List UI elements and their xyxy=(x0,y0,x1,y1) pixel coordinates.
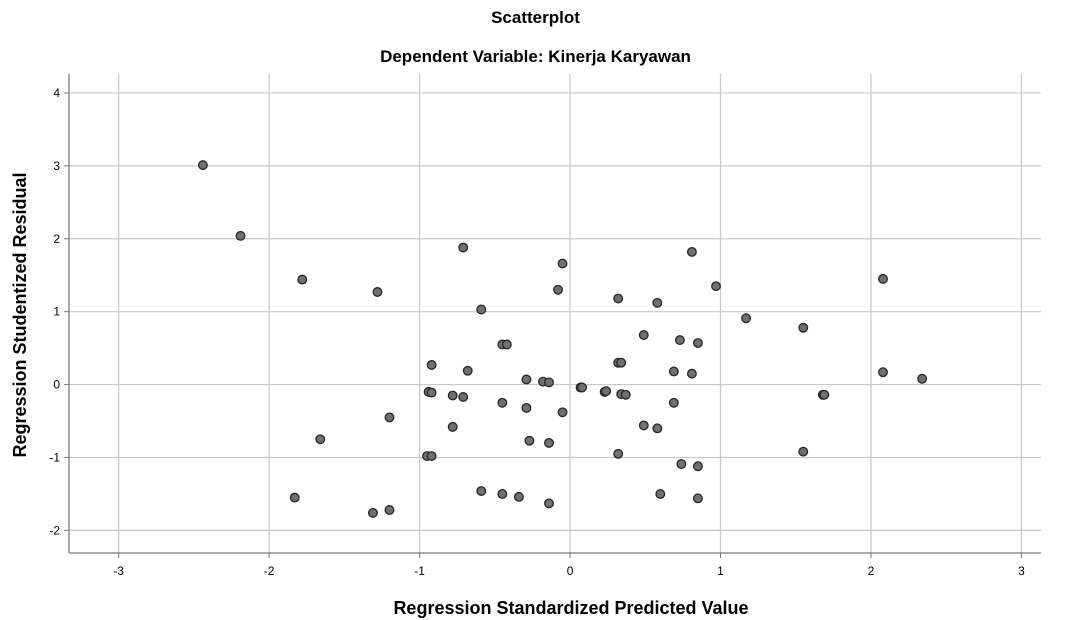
plot-axes xyxy=(64,74,1041,558)
data-point xyxy=(652,423,663,434)
y-tick-label: -1 xyxy=(49,450,60,464)
y-tick-label: 0 xyxy=(53,378,60,392)
x-axis-label: Regression Standardized Predicted Value xyxy=(393,598,748,618)
x-tick-label: 0 xyxy=(567,564,574,578)
data-point xyxy=(616,357,627,368)
data-point xyxy=(819,389,830,400)
data-point xyxy=(426,359,437,370)
data-point xyxy=(668,397,679,408)
data-point xyxy=(297,274,308,285)
y-tick-label: 1 xyxy=(53,305,60,319)
data-point xyxy=(655,488,666,499)
data-point xyxy=(798,446,809,457)
data-point xyxy=(557,407,568,418)
data-point xyxy=(553,284,563,295)
data-point xyxy=(521,374,532,385)
data-point xyxy=(447,390,458,401)
data-point xyxy=(513,491,524,502)
data-point xyxy=(620,389,631,400)
x-tick-label: -3 xyxy=(113,564,124,578)
data-point xyxy=(197,160,208,171)
data-point xyxy=(613,293,624,304)
data-point xyxy=(447,421,458,432)
data-point xyxy=(878,273,888,284)
data-point xyxy=(458,392,469,402)
data-point xyxy=(544,377,554,388)
chart-title: Scatterplot xyxy=(491,8,580,27)
data-point xyxy=(638,420,649,431)
data-point xyxy=(686,368,697,379)
x-tick-label: -1 xyxy=(414,564,425,578)
data-point xyxy=(524,435,535,446)
data-point xyxy=(521,402,532,413)
y-tick-label: 4 xyxy=(53,86,60,100)
data-point xyxy=(601,386,612,397)
x-tick-label: 2 xyxy=(868,564,875,578)
data-point xyxy=(501,339,512,350)
data-point xyxy=(638,330,649,340)
data-point xyxy=(497,488,508,499)
data-point xyxy=(426,451,437,461)
data-point xyxy=(917,373,928,384)
data-point xyxy=(544,498,554,509)
data-point xyxy=(235,230,246,241)
data-point xyxy=(476,486,487,496)
data-point xyxy=(577,382,588,393)
data-point xyxy=(557,258,568,269)
data-point xyxy=(613,448,624,459)
data-point xyxy=(544,437,554,448)
data-point xyxy=(367,507,378,518)
data-point xyxy=(497,397,508,408)
data-point xyxy=(686,246,697,257)
data-point xyxy=(384,505,395,515)
y-tick-label: 3 xyxy=(53,159,60,173)
data-point xyxy=(462,365,473,376)
x-tick-label: 1 xyxy=(717,564,724,578)
data-point xyxy=(692,461,703,472)
data-point xyxy=(798,322,809,333)
data-point xyxy=(372,287,383,297)
x-tick-label: 3 xyxy=(1018,564,1025,578)
data-point xyxy=(315,434,326,445)
data-point xyxy=(711,281,721,292)
x-tick-label: -2 xyxy=(264,564,275,578)
data-point xyxy=(476,304,487,315)
data-point xyxy=(652,297,663,308)
grid-lines xyxy=(69,74,1041,553)
data-points xyxy=(197,160,928,518)
data-point xyxy=(878,367,888,378)
y-tick-label: 2 xyxy=(53,232,60,246)
data-point xyxy=(692,493,703,504)
data-point xyxy=(692,338,703,348)
data-point xyxy=(426,387,437,398)
y-tick-label: -2 xyxy=(49,523,60,537)
data-point xyxy=(741,313,752,324)
chart-subtitle: Dependent Variable: Kinerja Karyawan xyxy=(380,47,691,66)
data-point xyxy=(668,366,679,377)
data-point xyxy=(458,242,469,253)
data-point xyxy=(384,412,395,423)
data-point xyxy=(289,492,300,503)
data-point xyxy=(674,335,685,346)
y-axis-label: Regression Studentized Residual xyxy=(10,172,30,457)
tick-labels: -3 -2 -1 0 1 2 3 -2 -1 0 1 2 3 4 xyxy=(49,86,1025,578)
data-point xyxy=(676,459,687,470)
